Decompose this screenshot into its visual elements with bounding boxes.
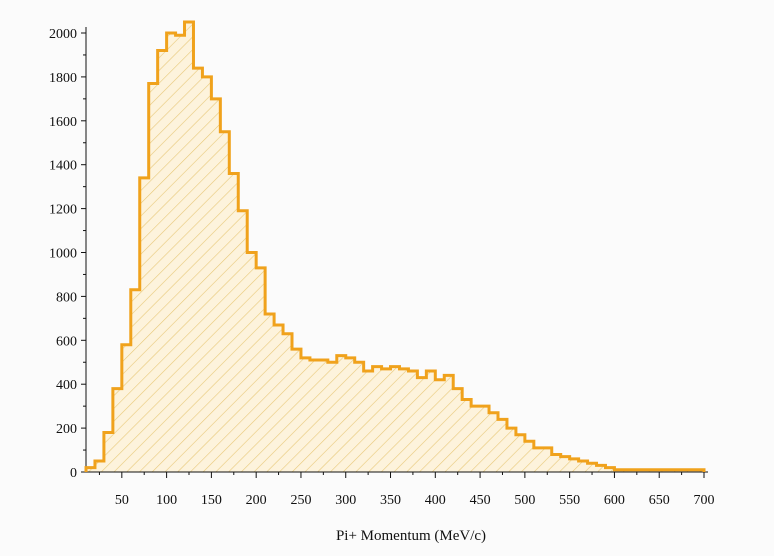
histogram-bar	[256, 267, 266, 472]
histogram-bar	[408, 371, 418, 472]
x-tick-label: 600	[604, 493, 625, 508]
histogram-bar	[157, 50, 168, 473]
y-tick-label: 1800	[49, 71, 77, 86]
histogram-bar	[551, 454, 562, 472]
histogram-bar	[506, 428, 517, 472]
y-tick-label: 200	[56, 422, 77, 437]
x-tick-label: 100	[156, 493, 177, 508]
histogram-bar	[480, 406, 490, 472]
histogram-bar	[166, 33, 176, 472]
histogram-bar	[94, 461, 105, 472]
histogram-bar	[139, 177, 150, 472]
x-tick-label: 300	[335, 493, 356, 508]
histogram-bar	[354, 362, 365, 472]
y-tick-label: 1200	[49, 203, 77, 218]
histogram-bar	[587, 463, 597, 472]
histogram-bar	[560, 456, 571, 472]
histogram-bar	[247, 252, 257, 472]
histogram-bar	[202, 76, 212, 473]
y-tick-label: 400	[56, 378, 77, 393]
histogram-bar	[318, 360, 329, 472]
histogram-bar	[345, 357, 356, 472]
histogram-bar	[471, 406, 481, 472]
y-tick-label: 1400	[49, 159, 77, 174]
histogram-bar	[399, 368, 409, 472]
histogram-bar	[578, 461, 588, 472]
histogram-bar	[193, 68, 203, 473]
x-tick-label: 350	[380, 493, 401, 508]
histogram-step-line	[84, 20, 706, 472]
histogram-bar	[462, 399, 472, 472]
x-tick-label: 650	[649, 493, 670, 508]
histogram-bar	[381, 368, 391, 472]
x-tick-label: 50	[115, 493, 129, 508]
histogram-bar	[86, 467, 96, 472]
histogram-outline	[84, 20, 706, 472]
histogram-bar	[390, 366, 400, 472]
histogram-bar	[533, 447, 544, 472]
histogram-bar	[596, 465, 606, 472]
histogram-bar	[309, 360, 320, 472]
histogram-bar	[292, 349, 302, 472]
histogram-bar	[300, 357, 311, 472]
histogram-fill	[86, 22, 705, 473]
x-tick-label: 550	[559, 493, 580, 508]
histogram-bar	[417, 377, 427, 472]
histogram-bar	[175, 35, 185, 472]
histogram-bar	[148, 83, 159, 473]
histogram-bar	[435, 379, 445, 472]
histogram-bar	[515, 434, 526, 472]
histogram-bar	[569, 458, 580, 472]
histogram-bar	[363, 371, 374, 472]
x-axis-title: Pi+ Momentum (MeV/c)	[336, 528, 486, 544]
histogram-bar	[605, 467, 615, 472]
x-tick-label: 500	[514, 493, 535, 508]
y-tick-label: 1000	[49, 247, 77, 262]
histogram-bar	[220, 131, 230, 472]
y-tick-label: 2000	[49, 27, 77, 42]
histogram-bar	[453, 388, 463, 472]
histogram-bar	[274, 324, 284, 472]
histogram-bar	[426, 371, 436, 472]
histogram-bar	[121, 344, 132, 472]
histogram-bar	[130, 289, 141, 472]
y-tick-label: 800	[56, 290, 77, 305]
histogram-bar	[112, 388, 123, 472]
x-tick-label: 700	[694, 493, 715, 508]
histogram-bar	[211, 98, 221, 472]
x-tick-label: 400	[425, 493, 446, 508]
histogram-bar	[524, 441, 535, 472]
histogram-bar	[444, 375, 454, 472]
histogram-bar	[498, 419, 508, 472]
histogram-bar	[542, 447, 553, 472]
y-tick-label: 1600	[49, 115, 77, 130]
y-tick-label: 0	[70, 466, 77, 481]
histogram-bar	[103, 432, 114, 472]
histogram-bar	[327, 362, 338, 472]
x-tick-label: 450	[470, 493, 491, 508]
x-tick-label: 150	[201, 493, 222, 508]
x-tick-label: 250	[290, 493, 311, 508]
histogram-bar	[336, 355, 347, 472]
axes: 0 200 400 600 800 1000 1200 1400 1600 1800 2000 50 1…	[49, 27, 715, 508]
y-tick-label: 600	[56, 334, 77, 349]
histogram-bar	[229, 173, 239, 473]
histogram-bar	[372, 366, 382, 472]
histogram-bar	[238, 210, 248, 473]
histogram-bar	[283, 333, 293, 472]
histogram-bar	[489, 412, 499, 472]
x-tick-label: 200	[246, 493, 267, 508]
histogram-bar	[184, 22, 194, 473]
histogram-bar	[265, 313, 275, 472]
